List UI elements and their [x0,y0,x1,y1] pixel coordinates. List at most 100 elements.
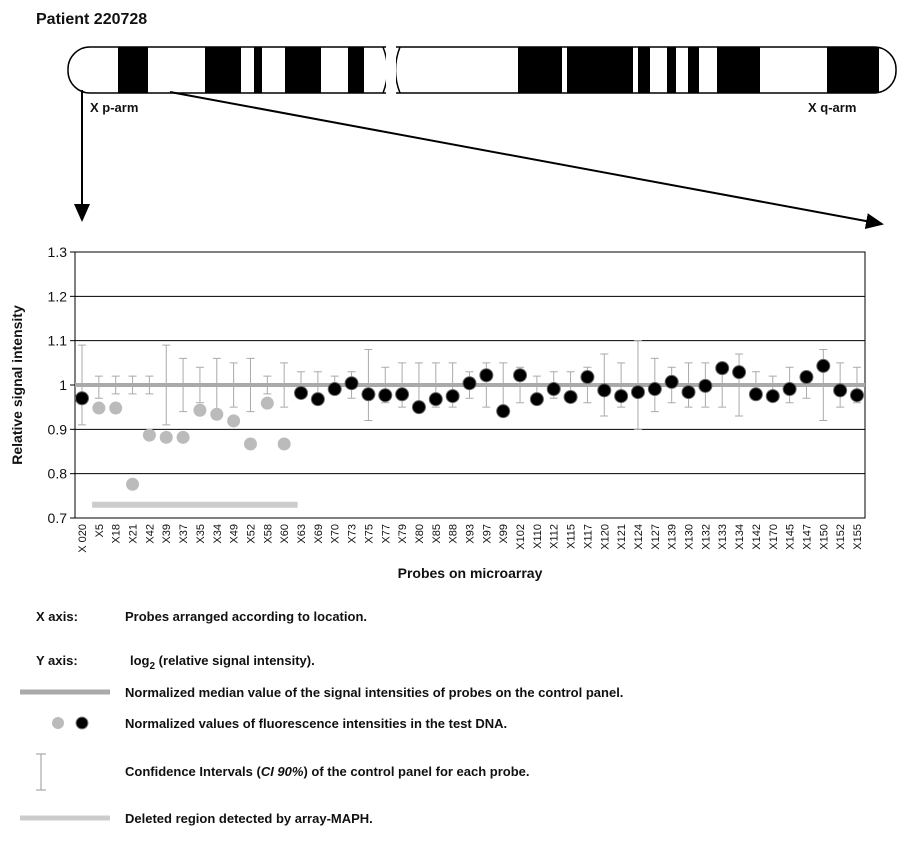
point [614,389,629,404]
point [344,376,359,391]
p-arm-label: X p-arm [90,100,138,115]
x-tick-label: X75 [363,524,375,544]
legend-text: ) of the control panel for each probe. [303,764,529,779]
point [142,428,156,442]
point [513,368,528,383]
legend-key: X axis: [36,609,78,624]
legend-swatch [36,753,46,791]
x-tick-label: X130 [684,524,696,550]
point [563,389,578,404]
x-tick-label: X37 [178,524,190,544]
point [92,401,106,415]
point [260,396,274,410]
point [462,376,477,391]
point [445,389,460,404]
x-tick-label: X139 [667,524,679,550]
y-tick-label: 1.1 [48,333,68,349]
x-tick-label: X85 [431,524,443,544]
x-tick-label: X39 [161,524,173,544]
point [732,365,747,380]
x-tick-label: X60 [279,524,291,544]
point [496,404,511,419]
point [529,392,544,407]
point [647,381,662,396]
point [109,401,123,415]
error-bar [229,362,238,408]
point [361,387,376,402]
point [715,361,730,376]
x-tick-label: X 020 [77,524,89,553]
error-bar [195,366,204,404]
x-tick-label: X88 [448,524,460,544]
point [210,407,224,421]
point [411,400,426,415]
x-tick-label: X102 [515,524,527,550]
point [816,358,831,373]
x-tick-label: X58 [262,524,274,544]
x-tick-label: X21 [128,524,140,544]
x-tick-label: X112 [549,524,561,549]
point [664,374,679,389]
error-bar [735,353,744,417]
error-bar [364,349,373,421]
q-arm-label: X q-arm [808,100,856,115]
legend-text: log2 (relative signal intensity). [130,653,315,672]
x-axis-label: Probes on microarray [398,565,543,581]
point [294,385,309,400]
point [310,392,325,407]
point [748,387,763,402]
x-tick-label: X80 [414,524,426,544]
y-tick-label: 1 [59,377,67,393]
x-tick-label: X133 [717,524,729,550]
x-tick-label: X99 [498,524,510,544]
error-bar [263,375,272,395]
error-bar [78,344,86,426]
x-tick-label: X110 [532,524,544,549]
x-tick-label: X42 [144,524,156,544]
point [580,370,595,385]
point [227,414,241,428]
point [681,385,696,400]
y-tick-label: 1.2 [48,288,68,304]
legend-text: (relative signal intensity). [155,653,315,668]
point [850,388,864,403]
point [782,381,797,396]
legend-text: Normalized values of fluorescence intens… [125,716,507,731]
legend-text: Deleted region detected by array-MAPH. [125,811,373,826]
x-tick-label: X124 [633,524,645,550]
legend-text: log [130,653,150,668]
point [126,477,140,491]
x-tick-label: X142 [751,524,763,550]
ideogram [67,46,897,94]
x-tick-label: X145 [785,524,797,550]
point [428,392,443,407]
error-bar [684,362,693,408]
title: Patient 220728 [36,11,147,28]
point [765,389,780,404]
y-axis-label: Relative signal intensity [9,305,25,465]
legend-text: Normalized median value of the signal in… [125,685,623,700]
x-tick-label: X150 [818,524,830,550]
point [193,403,207,417]
point [327,381,342,396]
point [799,370,814,385]
point [243,437,257,451]
point [479,368,494,383]
point [698,378,713,393]
point [159,430,173,444]
legend-text: 2 [150,661,156,672]
legend-swatch [75,716,89,730]
x-tick-label: X63 [296,524,308,544]
x-tick-label: X127 [650,524,662,550]
x-tick-label: X18 [111,524,123,544]
x-tick-label: X52 [245,524,257,544]
x-tick-label: X155 [852,524,864,550]
point [75,391,89,406]
legend-swatch [52,717,64,729]
x-tick-label: X79 [397,524,409,544]
point [395,387,410,402]
x-tick-label: X5 [94,524,106,537]
arrow [169,91,884,229]
x-tick-label: X117 [582,524,594,549]
